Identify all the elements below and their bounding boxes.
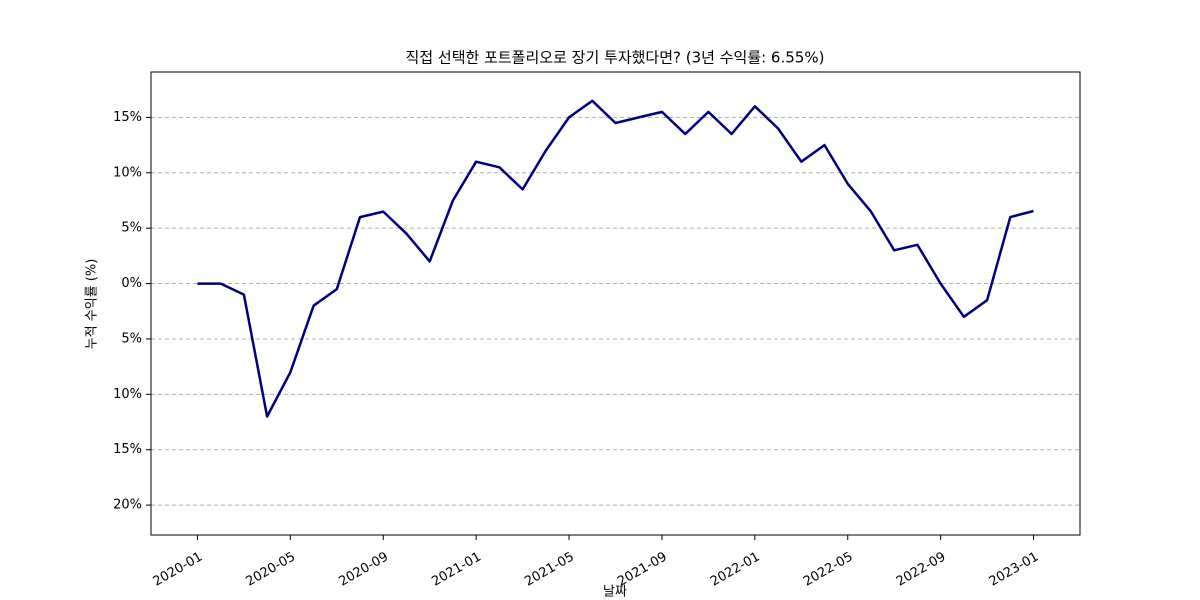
y-tick-label: 0% <box>121 276 142 291</box>
x-tick-label: 2021-09 <box>615 549 670 589</box>
x-axis-label: 날짜 <box>603 585 627 600</box>
x-tick-label: 2021-01 <box>429 549 484 589</box>
chart-title: 직접 선택한 포트폴리오로 장기 투자했다면? (3년 수익률: 6.55%) <box>406 49 825 67</box>
x-tick-label: 2021-05 <box>522 549 577 589</box>
y-tick-label: 5% <box>121 331 142 346</box>
x-tick-label: 2020-09 <box>336 549 391 589</box>
y-tick-label: 20% <box>113 498 142 513</box>
x-tick-label: 2022-01 <box>708 549 763 589</box>
y-axis-label: 누적 수익률 (%) <box>85 259 100 350</box>
y-tick-label: 10% <box>113 387 142 402</box>
plot-frame <box>150 71 1081 536</box>
y-tick-label: 15% <box>113 442 142 457</box>
x-tick-label: 2022-05 <box>801 549 856 589</box>
y-tick-label: 10% <box>113 165 142 180</box>
data-line <box>197 99 1034 418</box>
x-tick-label: 2020-05 <box>244 549 299 589</box>
y-tick-label: 15% <box>113 110 142 125</box>
x-tick-label: 2022-09 <box>894 549 949 589</box>
y-tick-label: 5% <box>121 221 142 236</box>
x-tick-label: 2023-01 <box>987 549 1042 589</box>
x-tick-label: 2020-01 <box>151 549 206 589</box>
